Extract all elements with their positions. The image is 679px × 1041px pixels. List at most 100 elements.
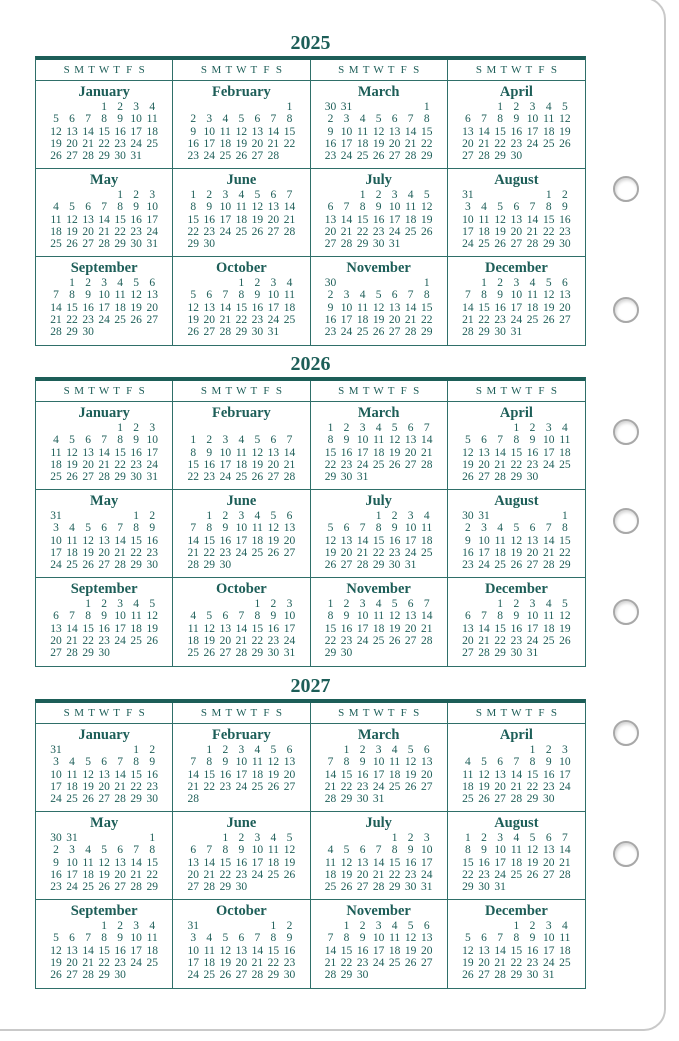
day-number: 20 — [510, 225, 523, 238]
week-row: 10 11 12 13 14 15 16 — [48, 535, 160, 547]
day-number: 21 — [267, 137, 280, 150]
day-number: 30 — [526, 471, 539, 484]
day-number: 3 — [545, 422, 552, 434]
day-number: 11 — [526, 289, 539, 302]
day-number: 29 — [114, 471, 126, 484]
day-number: 5 — [222, 932, 229, 945]
day-number: 18 — [267, 856, 280, 869]
day-number: 15 — [114, 446, 126, 459]
day-number: 25 — [356, 326, 369, 339]
week-row: 31 1 2 — [48, 744, 160, 756]
day-number: 14 — [462, 301, 474, 314]
day-number: 29 — [187, 238, 200, 251]
week-row: 21 22 23 24 25 26 27 — [185, 781, 297, 793]
day-number: 16 — [324, 313, 337, 326]
day-number: 18 — [187, 634, 200, 647]
month-name: December — [484, 260, 548, 276]
day-number: 26 — [251, 471, 264, 484]
week-row: 5 6 7 8 9 10 11 — [48, 113, 160, 125]
month-name: September — [70, 903, 138, 919]
day-number: 21 — [420, 622, 433, 635]
day-number: 5 — [206, 610, 213, 623]
day-number: 13 — [462, 622, 474, 635]
month-days: 1 2 3 4 5 6 7 8 9 10 11 12 13 14 15 16 17 18 19 20 21 22 23 24 2… — [323, 832, 435, 893]
day-number: 25 — [235, 471, 248, 484]
day-number: 28 — [219, 326, 232, 339]
day-number: 1 — [423, 277, 430, 289]
weekday-label: S — [413, 707, 420, 719]
day-number: 17 — [251, 856, 264, 869]
day-number: 17 — [283, 622, 296, 635]
day-number: 20 — [267, 213, 280, 226]
day-number: 26 — [130, 313, 142, 326]
day-number: 29 — [251, 647, 264, 660]
day-number: 6 — [190, 844, 197, 857]
day-number: 5 — [53, 932, 59, 945]
day-number: 18 — [235, 213, 248, 226]
weekday-label: S — [138, 707, 145, 719]
day-number — [80, 920, 96, 932]
day-number: 27 — [267, 225, 280, 238]
day-number: 26 — [82, 559, 94, 572]
day-number: 29 — [494, 647, 506, 660]
day-number — [403, 647, 419, 659]
week-row: 5 6 7 8 9 10 11 — [185, 289, 297, 301]
day-number — [96, 422, 112, 434]
day-number: 11 — [114, 289, 126, 302]
day-number: 15 — [187, 458, 200, 471]
day-number: 11 — [267, 844, 279, 857]
day-number: 19 — [146, 622, 158, 635]
day-number: 10 — [50, 534, 62, 547]
binder-hole-icon — [613, 297, 639, 323]
weekday-label: T — [88, 64, 95, 76]
day-number: 29 — [420, 326, 433, 339]
day-number: 4 — [497, 522, 504, 535]
weekday-label: T — [525, 707, 533, 719]
day-number — [460, 920, 476, 932]
day-number: 14 — [372, 856, 385, 869]
day-number: 26 — [267, 546, 280, 559]
day-number — [476, 744, 492, 756]
day-number: 9 — [149, 522, 156, 535]
day-number: 23 — [114, 956, 126, 969]
day-number: 25 — [542, 634, 555, 647]
day-number: 9 — [343, 434, 350, 447]
day-number: 24 — [203, 150, 216, 163]
day-number: 19 — [559, 622, 571, 635]
day-number: 23 — [219, 780, 232, 793]
day-number: 2 — [117, 101, 124, 113]
day-number: 8 — [101, 932, 107, 945]
day-number: 12 — [251, 201, 264, 214]
day-number: 4 — [190, 610, 197, 623]
day-number: 25 — [494, 559, 506, 572]
day-number: 7 — [270, 113, 277, 126]
day-number: 3 — [133, 920, 140, 932]
day-number: 17 — [146, 446, 158, 459]
day-number: 25 — [251, 546, 264, 559]
month-february: February 1 2 3 4 5 6 7 8 9 10 11 12 13 14 15 16 17 18 19 20 2… — [173, 402, 311, 490]
day-number: 2 — [270, 598, 277, 610]
day-number: 2 — [222, 510, 229, 522]
month-name: June — [226, 493, 257, 509]
day-number: 23 — [114, 137, 126, 150]
day-number: 8 — [529, 756, 536, 769]
day-number — [96, 832, 112, 844]
day-number — [249, 881, 265, 893]
day-number: 11 — [510, 844, 522, 857]
day-number: 19 — [510, 546, 523, 559]
week-row: 30 31 1 — [48, 832, 160, 844]
day-number: 19 — [372, 137, 385, 150]
day-number: 24 — [340, 326, 353, 339]
day-number: 15 — [542, 213, 555, 226]
day-number — [185, 598, 201, 610]
day-number: 14 — [187, 534, 200, 547]
week-row: 16 17 18 19 20 21 22 — [323, 314, 435, 326]
month-days: 1 2 3 4 5 6 7 8 9 10 11 12 13 14 15 16 17 18 19 20 21 22 23 24 2… — [185, 277, 297, 338]
day-number: 9 — [101, 610, 107, 623]
weekday-label: T — [113, 385, 120, 397]
day-number: 27 — [478, 969, 490, 982]
day-number: 2 — [464, 522, 471, 535]
day-number — [355, 277, 371, 289]
